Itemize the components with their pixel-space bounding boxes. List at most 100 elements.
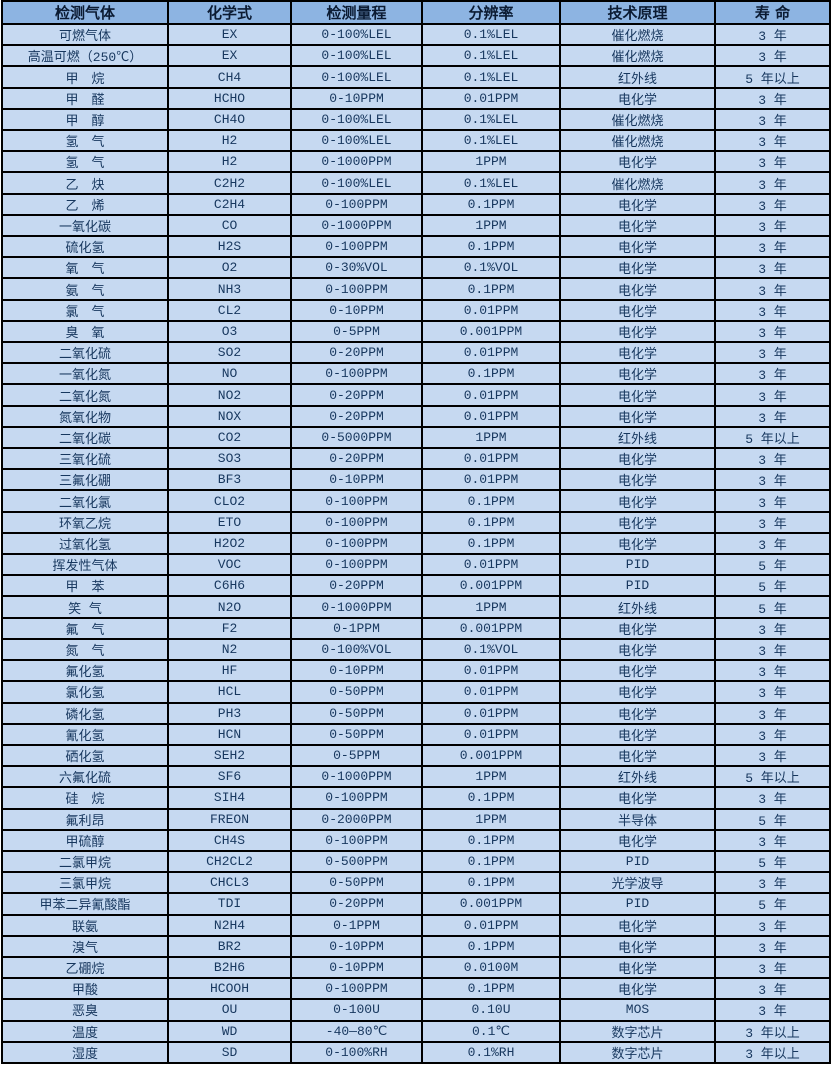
table-row: 氟利昂 FREON 0-2000PPM 1PPM 半导体 5 年 bbox=[1, 807, 831, 831]
table-cell: 0-10PPM bbox=[290, 659, 423, 683]
table-cell: TDI bbox=[167, 892, 292, 916]
table-cell: PID bbox=[559, 892, 716, 916]
table-cell: 甲 烷 bbox=[1, 65, 169, 89]
table-cell: 0-100PPM bbox=[290, 786, 423, 810]
table-cell: 3 年 bbox=[714, 192, 831, 216]
table-cell: 0.01PPM bbox=[421, 383, 561, 407]
table-row: 硫化氢 H2S 0-100PPM 0.1PPM 电化学 3 年 bbox=[1, 235, 831, 259]
table-row: 二氧化硫 SO2 0-20PPM 0.01PPM 电化学 3 年 bbox=[1, 341, 831, 365]
column-header: 寿 命 bbox=[714, 0, 831, 25]
table-cell: 3 年 bbox=[714, 171, 831, 195]
table-row: 六氟化硫 SF6 0-1000PPM 1PPM 红外线 5 年以上 bbox=[1, 765, 831, 789]
table-cell: 氟 气 bbox=[1, 616, 169, 640]
table-cell: CHCL3 bbox=[167, 871, 292, 895]
table-cell: 5 年 bbox=[714, 574, 831, 598]
table-row: 氯 气 CL2 0-10PPM 0.01PPM 电化学 3 年 bbox=[1, 298, 831, 322]
table-row: 氧 气 O2 0-30%VOL 0.1%VOL 电化学 3 年 bbox=[1, 256, 831, 280]
table-cell: 0.1PPM bbox=[421, 828, 561, 852]
table-cell: 3 年 bbox=[714, 977, 831, 1001]
table-row: 氨 气 NH3 0-100PPM 0.1PPM 电化学 3 年 bbox=[1, 277, 831, 301]
table-cell: 1PPM bbox=[421, 425, 561, 450]
table-cell: 硫化氢 bbox=[1, 235, 169, 259]
table-cell: 二氧化氮 bbox=[1, 383, 169, 407]
table-cell: 5 年 bbox=[714, 553, 831, 577]
table-cell: SEH2 bbox=[167, 743, 292, 768]
table-row: 磷化氢 PH3 0-50PPM 0.01PPM 电化学 3 年 bbox=[1, 701, 831, 725]
table-cell: 0.001PPM bbox=[421, 743, 561, 768]
table-cell: 电化学 bbox=[559, 680, 716, 704]
table-cell: 3 年 bbox=[714, 531, 831, 556]
table-row: 甲 醇 CH4O 0-100%LEL 0.1%LEL 催化燃烧 3 年 bbox=[1, 107, 831, 132]
table-cell: 0.1PPM bbox=[421, 871, 561, 895]
table-row: 挥发性气体 VOC 0-100PPM 0.01PPM PID 5 年 bbox=[1, 553, 831, 577]
table-cell: 5 年以上 bbox=[714, 765, 831, 789]
header-row: 检测气体 化学式 检测量程 分辨率 技术原理寿 命 bbox=[1, 0, 831, 25]
table-cell: 0.0100M bbox=[421, 955, 561, 980]
table-cell: HCHO bbox=[167, 86, 292, 110]
table-cell: 3 年 bbox=[714, 659, 831, 683]
table-cell: 3 年 bbox=[714, 256, 831, 280]
table-cell: 3 年 bbox=[714, 468, 831, 492]
table-cell: 0-50PPM bbox=[290, 871, 423, 895]
table-cell: 0-20PPM bbox=[290, 447, 423, 471]
table-cell: 0.01PPM bbox=[421, 468, 561, 492]
table-cell: 3 年 bbox=[714, 955, 831, 980]
table-cell: 3 年 bbox=[714, 22, 831, 47]
table-cell: 0.1PPM bbox=[421, 277, 561, 301]
table-cell: 0.001PPM bbox=[421, 616, 561, 640]
table-cell: HCOOH bbox=[167, 977, 292, 1001]
table-row: 二氧化碳 CO2 0-5000PPM 1PPM 红外线 5 年以上 bbox=[1, 425, 831, 450]
table-cell: 0.1PPM bbox=[421, 192, 561, 216]
table-row: 乙硼烷 B2H6 0-10PPM 0.0100M 电化学 3 年 bbox=[1, 955, 831, 980]
table-cell: H2 bbox=[167, 150, 292, 174]
table-cell: NOX bbox=[167, 404, 292, 428]
table-cell: F2 bbox=[167, 616, 292, 640]
table-row: 高温可燃（250℃） EX 0-100%LEL 0.1%LEL 催化燃烧 3 年 bbox=[1, 44, 831, 68]
table-cell: 0-1000PPM bbox=[290, 150, 423, 174]
table-cell: 0-100U bbox=[290, 998, 423, 1022]
table-cell: NH3 bbox=[167, 277, 292, 301]
table-row: 乙 烯 C2H4 0-100PPM 0.1PPM 电化学 3 年 bbox=[1, 192, 831, 216]
table-cell: 3 年 bbox=[714, 998, 831, 1022]
table-cell: 红外线 bbox=[559, 425, 716, 450]
table-cell: 氯化氢 bbox=[1, 680, 169, 704]
table-cell: 0.1%LEL bbox=[421, 107, 561, 132]
table-cell: 0-1000PPM bbox=[290, 765, 423, 789]
table-cell: 电化学 bbox=[559, 192, 716, 216]
table-cell: 六氟化硫 bbox=[1, 765, 169, 789]
table-cell: PID bbox=[559, 553, 716, 577]
table-cell: 0-100PPM bbox=[290, 977, 423, 1001]
table-cell: 一氧化碳 bbox=[1, 213, 169, 238]
table-cell: 0-500PPM bbox=[290, 849, 423, 874]
table-cell: 挥发性气体 bbox=[1, 553, 169, 577]
table-cell: 1PPM bbox=[421, 765, 561, 789]
table-cell: 甲 醛 bbox=[1, 86, 169, 110]
table-cell: 溴气 bbox=[1, 934, 169, 958]
table-cell: 0.001PPM bbox=[421, 319, 561, 344]
table-cell: H2O2 bbox=[167, 531, 292, 556]
table-cell: 电化学 bbox=[559, 510, 716, 534]
table-row: 笑 气 N2O 0-1000PPM 1PPM 红外线 5 年 bbox=[1, 595, 831, 619]
table-cell: 5 年 bbox=[714, 892, 831, 916]
table-cell: 0.001PPM bbox=[421, 574, 561, 598]
table-cell: 0.01PPM bbox=[421, 913, 561, 937]
table-cell: 1PPM bbox=[421, 213, 561, 238]
table-cell: 3 年 bbox=[714, 107, 831, 132]
table-cell: 0-100PPM bbox=[290, 553, 423, 577]
table-cell: 0.1PPM bbox=[421, 489, 561, 513]
table-row: 三氯甲烷 CHCL3 0-50PPM 0.1PPM 光学波导 3 年 bbox=[1, 871, 831, 895]
table-cell: 环氧乙烷 bbox=[1, 510, 169, 534]
table-row: 二氯甲烷 CH2CL2 0-500PPM 0.1PPM PID 5 年 bbox=[1, 849, 831, 874]
table-row: 氮氧化物 NOX 0-20PPM 0.01PPM 电化学 3 年 bbox=[1, 404, 831, 428]
table-cell: MOS bbox=[559, 998, 716, 1022]
table-cell: 甲酸 bbox=[1, 977, 169, 1001]
table-cell: 0-2000PPM bbox=[290, 807, 423, 831]
table-cell: 0-5PPM bbox=[290, 319, 423, 344]
table-cell: 0-100PPM bbox=[290, 362, 423, 386]
table-cell: 可燃气体 bbox=[1, 22, 169, 47]
table-cell: 0-20PPM bbox=[290, 574, 423, 598]
table-cell: 0-50PPM bbox=[290, 722, 423, 746]
table-cell: 0.01PPM bbox=[421, 659, 561, 683]
table-row: 温度 WD -40—80℃ 0.1℃ 数字芯片 3 年以上 bbox=[1, 1019, 831, 1043]
